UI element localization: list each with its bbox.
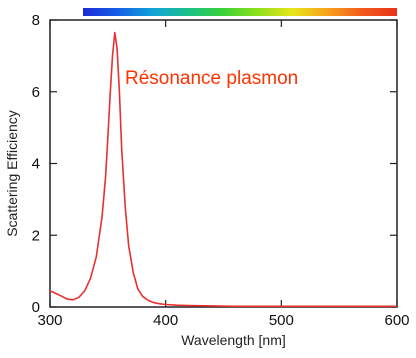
x-axis-label: Wavelength [nm] — [181, 332, 286, 348]
y-tick-label: 2 — [32, 227, 40, 244]
axis-ticks — [49, 19, 398, 308]
y-tick-label: 6 — [32, 84, 40, 101]
x-tick-label: 400 — [153, 312, 178, 329]
x-tick-label: 500 — [269, 312, 294, 329]
x-tick-label: 600 — [384, 312, 409, 329]
x-tick-label: 300 — [37, 312, 62, 329]
resonance-annotation: Résonance plasmon — [125, 68, 298, 89]
y-tick-label: 4 — [32, 156, 40, 173]
y-tick-label: 0 — [32, 299, 40, 316]
series-line — [49, 31, 397, 308]
y-tick-label: 8 — [32, 12, 40, 29]
series-layer — [49, 31, 397, 308]
axis-labels: 300 400 500 600 0 2 4 6 8 — [32, 12, 410, 329]
y-axis-label: Scattering Efficiency — [4, 110, 20, 237]
plot-frame — [49, 19, 398, 308]
spectrum-color-bar — [83, 8, 397, 16]
spectrum-gradient — [83, 8, 397, 16]
